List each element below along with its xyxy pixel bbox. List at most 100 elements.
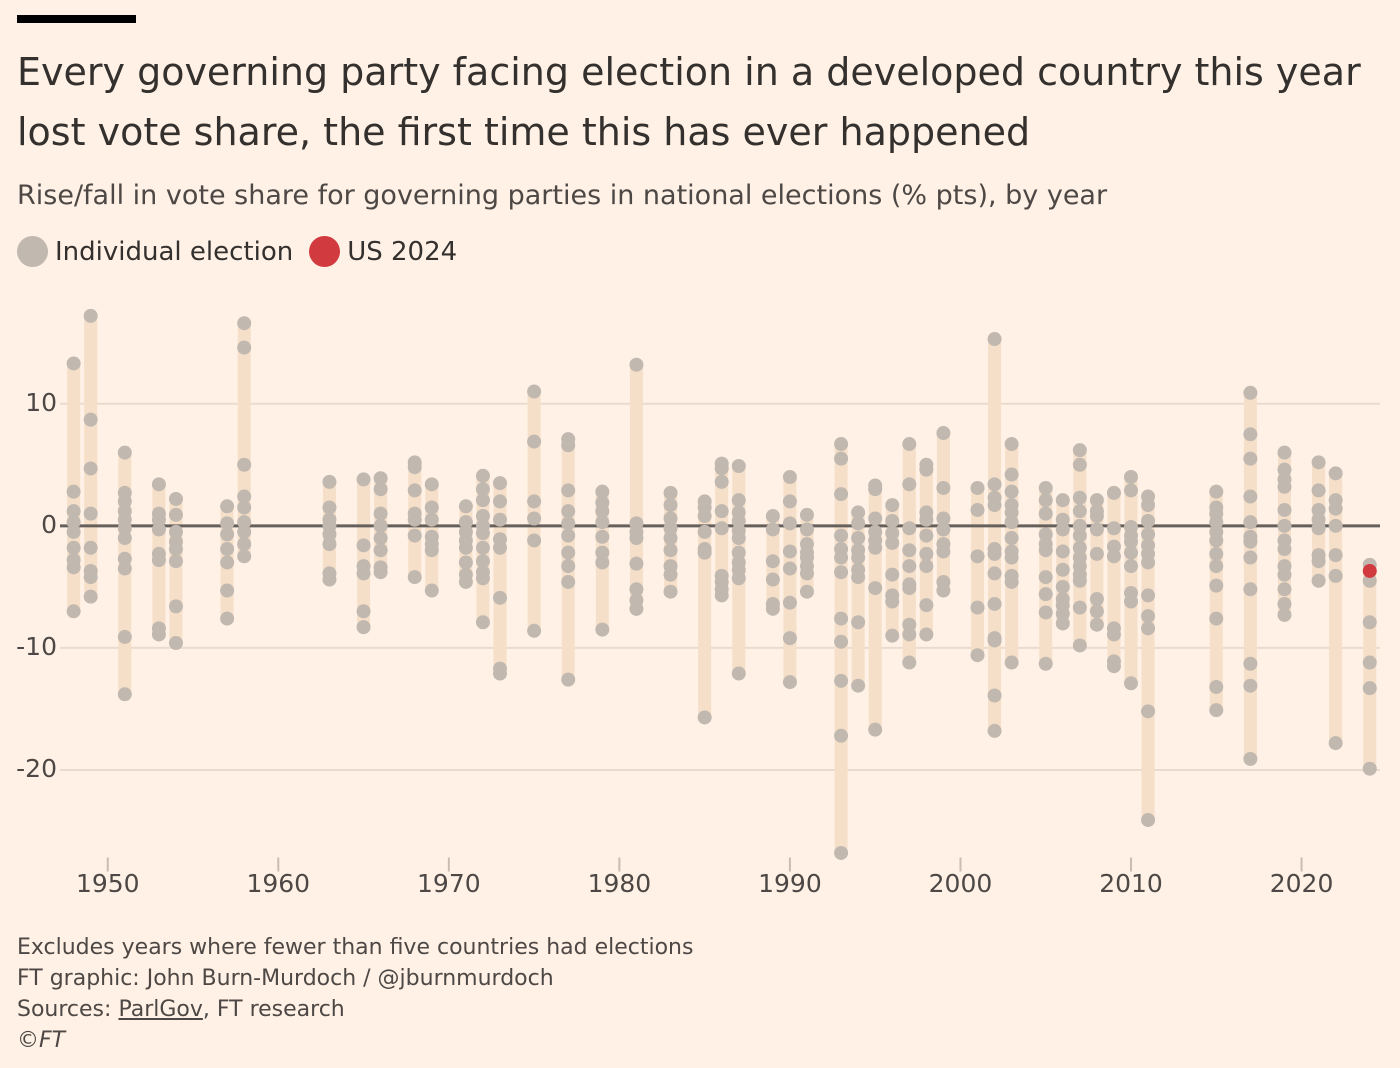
dot — [902, 437, 917, 452]
dot — [493, 494, 507, 509]
dot — [458, 515, 473, 530]
dot — [731, 666, 746, 681]
dot — [407, 528, 422, 543]
dot — [1209, 703, 1224, 718]
dot — [987, 723, 1002, 738]
dot — [407, 483, 422, 498]
dot — [66, 504, 81, 519]
dot — [1124, 469, 1139, 484]
dot — [1243, 489, 1258, 504]
dot — [475, 526, 490, 541]
range-bar — [357, 479, 371, 628]
dot — [902, 543, 917, 558]
dot — [885, 594, 900, 609]
source-link[interactable]: ParlGov — [118, 997, 203, 1022]
dot — [1277, 445, 1292, 460]
dot — [475, 482, 490, 497]
dot — [117, 561, 132, 576]
dot — [1089, 604, 1104, 619]
dot — [1089, 617, 1104, 632]
dot — [885, 628, 900, 643]
dot — [1311, 554, 1326, 569]
dot — [885, 535, 900, 550]
dot — [493, 666, 507, 681]
dot — [970, 480, 985, 495]
dot — [1141, 609, 1156, 624]
dot — [987, 688, 1002, 703]
dot — [868, 511, 883, 526]
range-bar — [1243, 392, 1257, 759]
dot — [527, 623, 542, 638]
dot — [1141, 498, 1156, 513]
dot — [1055, 522, 1070, 537]
dot — [919, 559, 934, 574]
dot — [902, 617, 917, 632]
dot — [1277, 582, 1292, 597]
dot — [1243, 515, 1258, 530]
dot — [697, 710, 712, 725]
range-bar — [1141, 496, 1155, 820]
dot — [1055, 544, 1070, 559]
dot — [834, 487, 849, 502]
dot — [1362, 615, 1377, 630]
dot — [629, 357, 644, 372]
dot — [66, 604, 81, 619]
dot — [936, 426, 951, 441]
dot — [1243, 427, 1258, 442]
legend-item: US 2024 — [309, 236, 457, 267]
dot — [885, 526, 900, 541]
legend-item: Individual election — [17, 236, 293, 267]
dot — [1277, 462, 1292, 477]
x-tick-label: 1980 — [588, 869, 652, 898]
dot — [902, 627, 917, 642]
legend-swatch — [17, 236, 48, 267]
dot — [1004, 437, 1019, 452]
dot — [424, 512, 439, 527]
dot — [834, 437, 849, 452]
dot — [356, 538, 371, 553]
dot — [527, 494, 542, 509]
dot — [834, 845, 849, 860]
dot — [168, 524, 183, 539]
dot — [66, 560, 81, 575]
dot — [1328, 736, 1343, 751]
dot — [595, 529, 610, 544]
dot — [629, 556, 644, 571]
dot — [1055, 512, 1070, 527]
dot — [1141, 527, 1156, 542]
dot — [1072, 457, 1087, 472]
dot — [1311, 483, 1326, 498]
credit: FT graphic: John Burn-Murdoch / @jburnmu… — [17, 966, 554, 991]
sources: Sources: ParlGov, FT research — [17, 994, 693, 1025]
dot — [799, 507, 814, 522]
dot — [936, 511, 951, 526]
dot — [475, 493, 490, 508]
footer: Excludes years where fewer than five cou… — [17, 932, 693, 1056]
dot — [919, 528, 934, 543]
range-bar — [527, 391, 541, 631]
sources-label: Sources: — [17, 997, 112, 1022]
dot — [1243, 385, 1258, 400]
dot — [765, 601, 780, 616]
dot — [1124, 676, 1139, 691]
dot — [834, 451, 849, 466]
dot — [237, 549, 252, 564]
dot — [629, 601, 644, 616]
dot — [66, 524, 81, 539]
dot — [151, 512, 166, 527]
dot — [834, 728, 849, 743]
range-bar — [493, 483, 507, 674]
dot — [493, 476, 507, 491]
dot — [765, 572, 780, 587]
dot — [1243, 534, 1258, 549]
dot — [782, 516, 797, 531]
dot — [1089, 522, 1104, 537]
dot — [1243, 550, 1258, 565]
dot — [714, 504, 729, 519]
dot — [1328, 501, 1343, 516]
dot — [782, 675, 797, 690]
dot — [1277, 542, 1292, 557]
brand-bar — [17, 15, 136, 23]
dot — [424, 477, 439, 492]
dot — [782, 494, 797, 509]
